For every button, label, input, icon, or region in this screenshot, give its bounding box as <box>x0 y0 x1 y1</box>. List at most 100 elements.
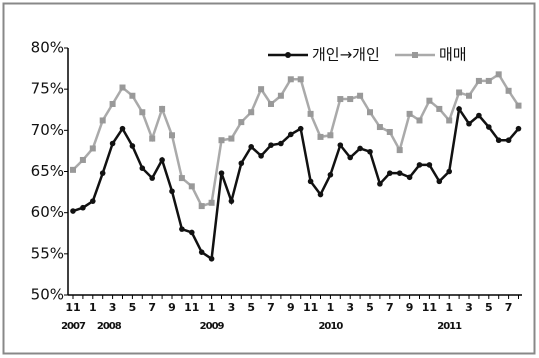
point <box>149 135 156 142</box>
point <box>446 117 453 124</box>
point <box>317 191 324 198</box>
point <box>426 162 433 168</box>
point <box>218 170 225 176</box>
point <box>515 102 522 109</box>
point <box>268 142 274 148</box>
year-label: 2007 <box>61 321 86 332</box>
x-tick-label: 3 <box>465 301 473 314</box>
point <box>347 96 354 103</box>
year-label: 2011 <box>437 321 462 332</box>
frame <box>2 2 536 355</box>
point <box>169 188 175 195</box>
x-tick-label: 3 <box>109 301 117 314</box>
point <box>416 162 423 168</box>
point <box>159 157 165 163</box>
point <box>317 133 324 140</box>
point <box>99 117 106 124</box>
point <box>287 76 294 83</box>
y-tick-label: 50% <box>31 286 64 304</box>
series-line <box>72 72 520 208</box>
point <box>139 165 146 172</box>
point <box>485 77 492 84</box>
point <box>248 109 255 116</box>
point <box>406 174 413 181</box>
x-tick-label: 5 <box>366 301 374 314</box>
point <box>119 125 126 132</box>
x-tick-label: 1 <box>89 301 97 314</box>
x-tick-label: 5 <box>129 301 137 314</box>
point <box>357 92 364 99</box>
point <box>179 226 185 232</box>
x-tick-label: 11 <box>303 301 318 314</box>
point <box>228 198 235 204</box>
point <box>89 145 96 152</box>
point <box>436 178 443 185</box>
point <box>109 140 116 147</box>
point <box>129 143 136 149</box>
point <box>149 175 155 181</box>
point <box>238 160 245 167</box>
point <box>505 87 512 94</box>
x-tick-label: 11 <box>65 301 80 314</box>
point <box>307 178 314 185</box>
point <box>416 117 423 124</box>
point <box>327 171 334 178</box>
point <box>258 153 264 159</box>
point <box>307 110 314 117</box>
point <box>70 166 76 173</box>
year-label: 2008 <box>97 321 122 332</box>
x-tick-label: 1 <box>445 301 453 314</box>
point <box>109 100 116 107</box>
point <box>505 137 512 144</box>
point <box>208 199 215 206</box>
point <box>159 105 166 112</box>
point <box>79 156 86 163</box>
x-tick-label: 1 <box>327 301 335 314</box>
point <box>347 154 354 161</box>
point <box>495 137 502 144</box>
point <box>238 119 245 126</box>
x-tick-label: 3 <box>346 301 354 314</box>
point <box>169 132 175 139</box>
point <box>367 109 373 116</box>
x-tick-label: 7 <box>148 301 156 314</box>
point <box>406 110 413 117</box>
x-tick-label: 1 <box>208 301 216 314</box>
y-tick-label: 70% <box>31 121 64 139</box>
y-tick-label: 80% <box>31 39 64 57</box>
point <box>515 125 522 132</box>
point <box>495 71 502 78</box>
point <box>426 97 433 104</box>
legend-label: 개인→개인 <box>312 46 380 64</box>
point <box>476 112 482 119</box>
point <box>436 105 443 112</box>
y-tick-label: 60% <box>31 203 64 221</box>
y-tick-label: 65% <box>31 162 64 180</box>
point <box>228 135 235 142</box>
point <box>297 125 304 132</box>
x-tick-label: 7 <box>267 301 275 314</box>
x-tick-label: 7 <box>386 301 394 314</box>
x-tick-label: 5 <box>485 301 493 314</box>
point <box>178 175 185 182</box>
point <box>70 208 76 214</box>
point <box>129 92 136 99</box>
x-tick-label: 7 <box>505 301 513 314</box>
point <box>367 148 373 155</box>
year-label: 2010 <box>318 321 343 332</box>
point <box>396 147 403 154</box>
point <box>90 198 96 204</box>
point <box>278 140 284 147</box>
point <box>456 89 463 96</box>
point <box>188 183 195 190</box>
point <box>327 132 334 139</box>
x-tick-label: 11 <box>422 301 437 314</box>
year-label: 2009 <box>200 321 225 332</box>
point <box>80 204 86 211</box>
x-tick-label: 11 <box>184 301 199 314</box>
x-tick-label: 5 <box>247 301 255 314</box>
point <box>218 137 225 144</box>
point <box>486 124 492 130</box>
point <box>198 203 205 210</box>
point <box>386 128 393 135</box>
